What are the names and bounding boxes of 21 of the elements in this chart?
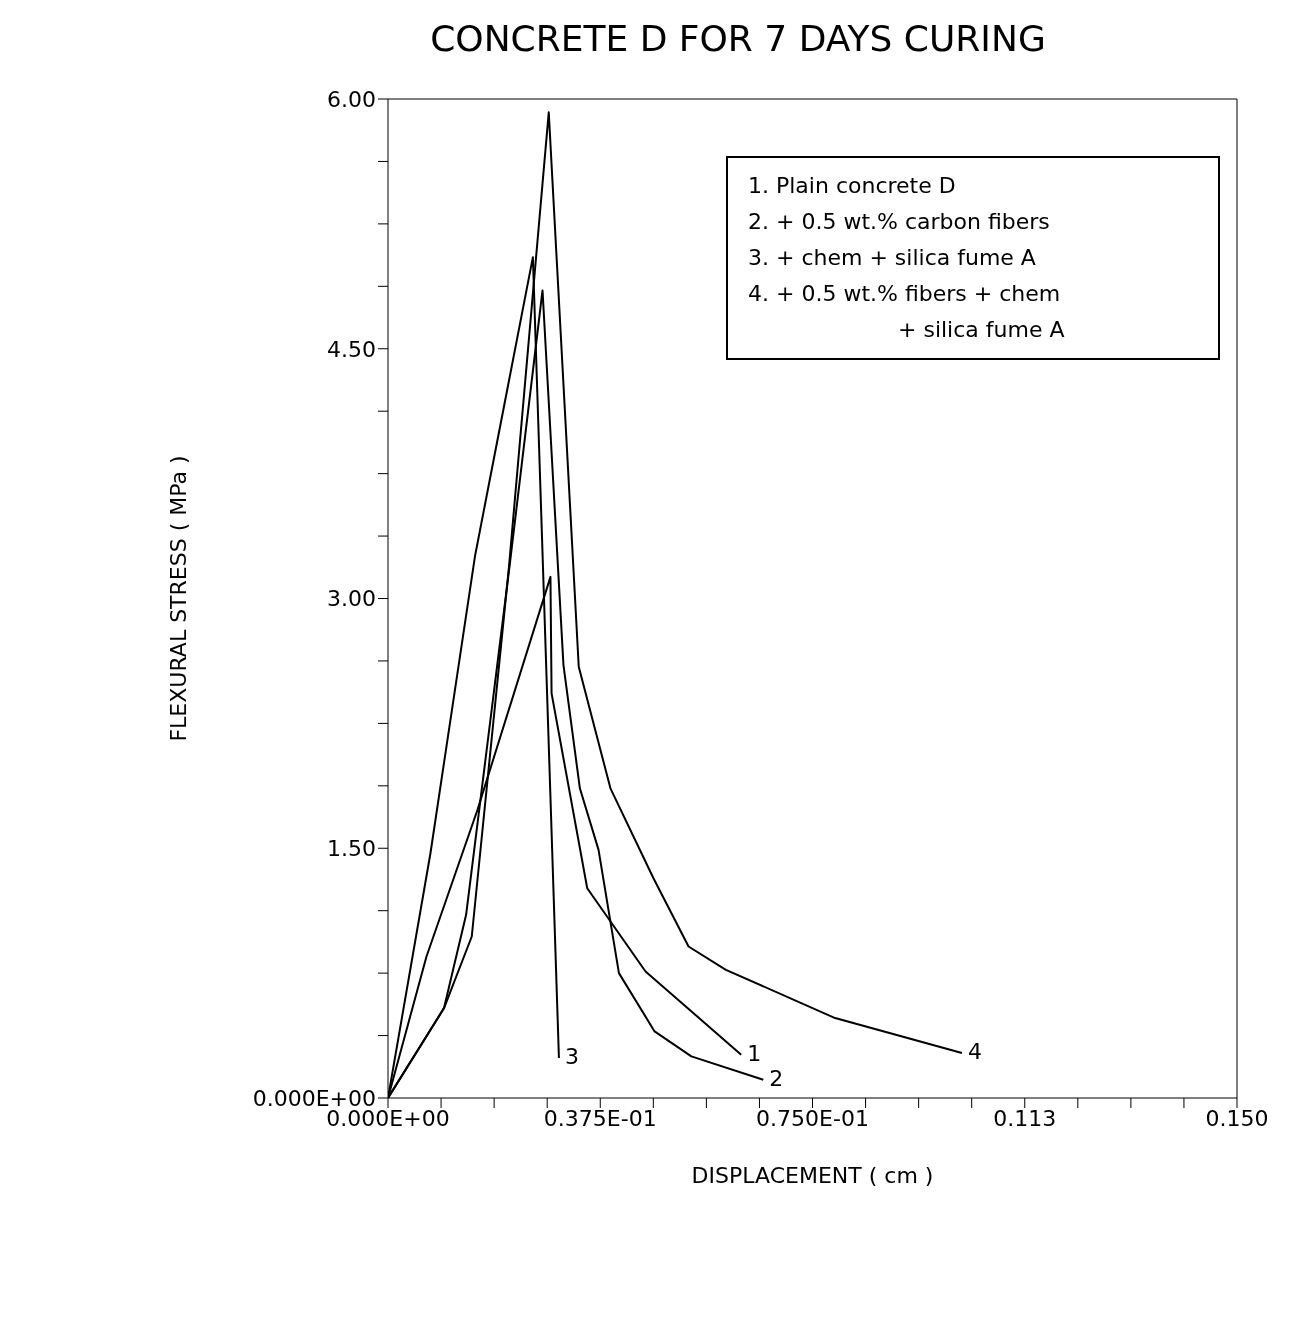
x-tick-label: 0.750E-01 [756, 1105, 869, 1131]
x-axis-title: DISPLACEMENT ( cm ) [691, 1163, 934, 1188]
annotation: 3. + chem + silica fume A [748, 244, 1037, 272]
series-label: 1 [747, 1040, 762, 1066]
annotation: 1. Plain concrete D [748, 172, 957, 200]
annotation: 4. + 0.5 wt.% fibers + chem [748, 280, 1062, 308]
series-label: 2 [769, 1065, 784, 1091]
x-tick-label: 0.113 [993, 1105, 1057, 1131]
annotation: 2. + 0.5 wt.% carbon fibers [748, 208, 1051, 236]
y-tick-label: 4.50 [327, 336, 376, 362]
y-tick-label: 1.50 [327, 836, 376, 862]
x-tick-label: 0.375E-01 [543, 1105, 657, 1131]
chart-title: CONCRETE D FOR 7 DAYS CURING [429, 18, 1047, 59]
y-tick-label: 0.000E+00 [252, 1085, 376, 1111]
y-axis-title: FLEXURAL STRESS ( MPa ) [165, 455, 191, 742]
series-label: 4 [967, 1039, 982, 1065]
y-tick-label: 6.00 [327, 86, 376, 112]
x-tick-label: 0.150 [1205, 1105, 1269, 1131]
y-tick-label: 3.00 [327, 586, 376, 612]
series-label: 3 [564, 1044, 579, 1070]
annotation: + silica fume A [897, 316, 1066, 344]
